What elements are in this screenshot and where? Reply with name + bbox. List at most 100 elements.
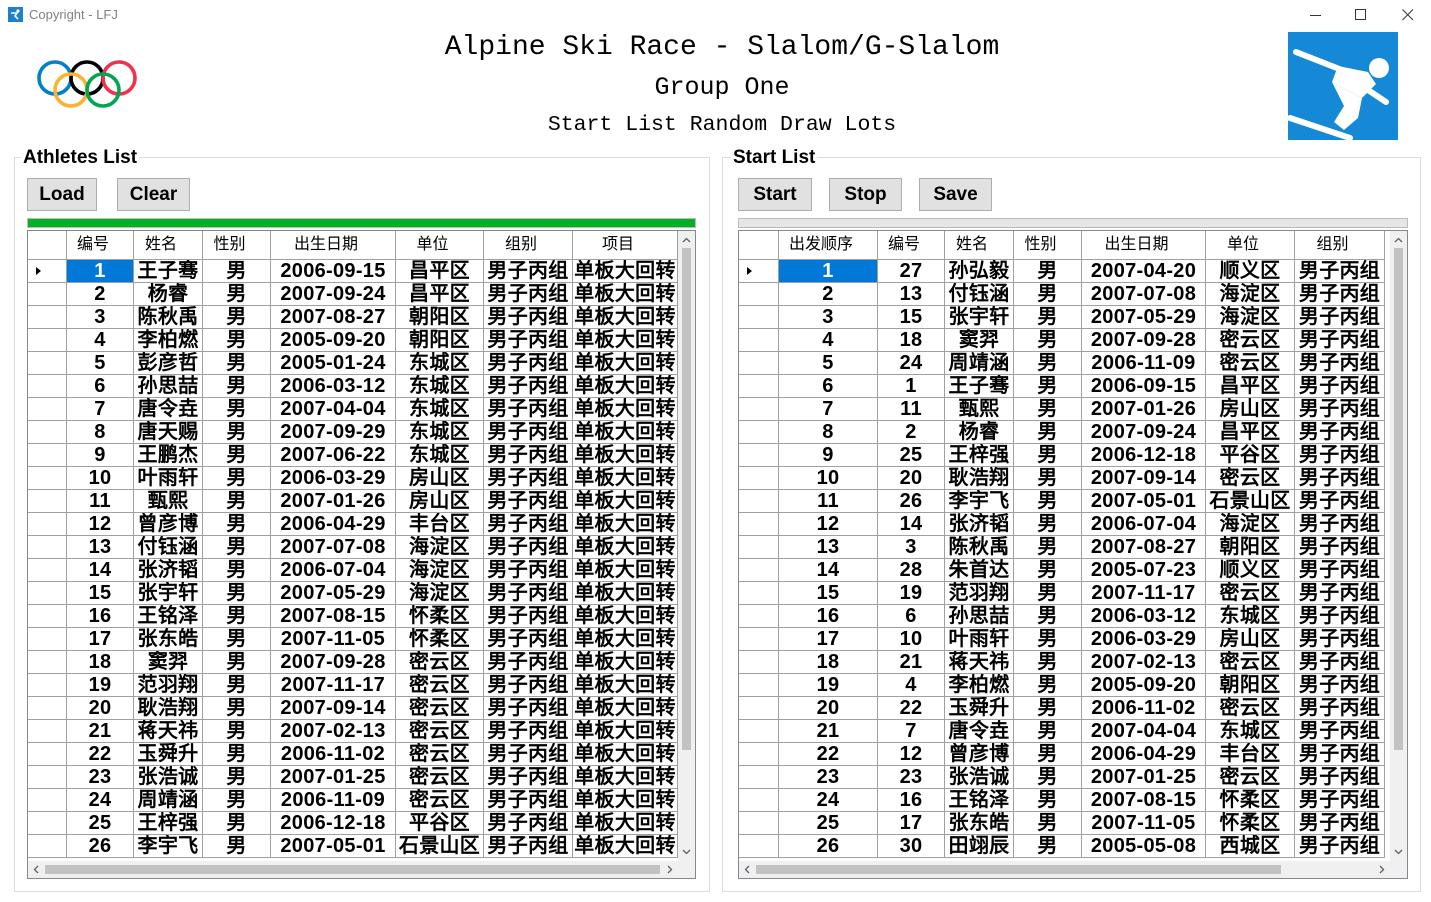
cell-event[interactable]: 单板大回转 bbox=[573, 375, 678, 398]
cell-gender[interactable]: 男 bbox=[1014, 674, 1082, 697]
row-header[interactable] bbox=[28, 283, 67, 306]
cell-group[interactable]: 男子丙组 bbox=[1295, 329, 1385, 352]
cell-start-order[interactable]: 13 bbox=[779, 536, 878, 559]
cell-name[interactable]: 窦羿 bbox=[134, 651, 203, 674]
cell-group[interactable]: 男子丙组 bbox=[484, 835, 573, 858]
scroll-left-arrow-icon[interactable] bbox=[33, 865, 39, 874]
cell-gender[interactable]: 男 bbox=[203, 444, 271, 467]
cell-name[interactable]: 唐天赐 bbox=[134, 421, 203, 444]
cell-gender[interactable]: 男 bbox=[203, 697, 271, 720]
cell-number[interactable]: 1 bbox=[878, 375, 945, 398]
cell-name[interactable]: 蒋天祎 bbox=[945, 651, 1014, 674]
row-header[interactable] bbox=[28, 766, 67, 789]
cell-event[interactable]: 单板大回转 bbox=[573, 467, 678, 490]
cell-unit[interactable]: 海淀区 bbox=[396, 582, 484, 605]
cell-birth-date[interactable]: 2006-11-09 bbox=[271, 789, 396, 812]
cell-unit[interactable]: 昌平区 bbox=[1206, 375, 1295, 398]
cell-birth-date[interactable]: 2007-11-17 bbox=[1082, 582, 1206, 605]
column-header-gender[interactable]: 性别 bbox=[1014, 231, 1082, 260]
header-corner[interactable] bbox=[28, 231, 67, 260]
cell-group[interactable]: 男子丙组 bbox=[1295, 559, 1385, 582]
column-header-unit[interactable]: 单位 bbox=[1206, 231, 1295, 260]
cell-number[interactable]: 10 bbox=[67, 467, 134, 490]
cell-unit[interactable]: 东城区 bbox=[396, 444, 484, 467]
row-header[interactable] bbox=[739, 582, 779, 605]
cell-group[interactable]: 男子丙组 bbox=[1295, 720, 1385, 743]
cell-gender[interactable]: 男 bbox=[1014, 789, 1082, 812]
row-header[interactable] bbox=[28, 490, 67, 513]
cell-unit[interactable]: 房山区 bbox=[396, 467, 484, 490]
table-row[interactable]: 20 22 玉舜升男 2006-11-02 密云区 男子丙组 bbox=[739, 697, 1385, 720]
cell-unit[interactable]: 房山区 bbox=[1206, 628, 1295, 651]
cell-unit[interactable]: 密云区 bbox=[396, 720, 484, 743]
cell-unit[interactable]: 石景山区 bbox=[1206, 490, 1295, 513]
cell-name[interactable]: 张济韬 bbox=[134, 559, 203, 582]
cell-gender[interactable]: 男 bbox=[203, 260, 271, 283]
cell-start-order[interactable]: 16 bbox=[779, 605, 878, 628]
cell-birth-date[interactable]: 2007-01-26 bbox=[1082, 398, 1206, 421]
cell-number[interactable]: 9 bbox=[67, 444, 134, 467]
cell-number[interactable]: 25 bbox=[67, 812, 134, 835]
cell-start-order[interactable]: 18 bbox=[779, 651, 878, 674]
row-header[interactable] bbox=[28, 628, 67, 651]
cell-group[interactable]: 男子丙组 bbox=[1295, 260, 1385, 283]
cell-unit[interactable]: 东城区 bbox=[396, 352, 484, 375]
cell-number[interactable]: 21 bbox=[67, 720, 134, 743]
cell-group[interactable]: 男子丙组 bbox=[1295, 605, 1385, 628]
row-header[interactable] bbox=[28, 398, 67, 421]
cell-gender[interactable]: 男 bbox=[1014, 605, 1082, 628]
cell-number[interactable]: 4 bbox=[67, 329, 134, 352]
cell-name[interactable]: 玉舜升 bbox=[134, 743, 203, 766]
close-icon[interactable] bbox=[1402, 9, 1414, 21]
cell-group[interactable]: 男子丙组 bbox=[484, 674, 573, 697]
row-header[interactable] bbox=[739, 513, 779, 536]
scroll-down-arrow-icon[interactable] bbox=[1394, 849, 1403, 855]
cell-name[interactable]: 王梓强 bbox=[945, 444, 1014, 467]
horizontal-scrollbar[interactable] bbox=[739, 861, 1390, 878]
cell-number[interactable]: 15 bbox=[67, 582, 134, 605]
table-row[interactable]: 8 2 杨睿男 2007-09-24 昌平区 男子丙组 bbox=[739, 421, 1385, 444]
cell-name[interactable]: 范羽翔 bbox=[134, 674, 203, 697]
cell-name[interactable]: 耿浩翔 bbox=[945, 467, 1014, 490]
table-row[interactable]: 25 王梓强男 2006-12-18 平谷区 男子丙组 单板大回转 bbox=[28, 812, 678, 835]
table-row[interactable]: 2 杨睿男 2007-09-24 昌平区 男子丙组 单板大回转 bbox=[28, 283, 678, 306]
cell-group[interactable]: 男子丙组 bbox=[1295, 582, 1385, 605]
cell-group[interactable]: 男子丙组 bbox=[484, 605, 573, 628]
row-header[interactable] bbox=[28, 467, 67, 490]
cell-name[interactable]: 孙思喆 bbox=[945, 605, 1014, 628]
cell-number[interactable]: 27 bbox=[878, 260, 945, 283]
cell-unit[interactable]: 顺义区 bbox=[1206, 260, 1295, 283]
cell-start-order[interactable]: 10 bbox=[779, 467, 878, 490]
cell-number[interactable]: 23 bbox=[878, 766, 945, 789]
cell-number[interactable]: 11 bbox=[67, 490, 134, 513]
row-header[interactable] bbox=[739, 306, 779, 329]
cell-number[interactable]: 8 bbox=[67, 421, 134, 444]
cell-start-order[interactable]: 9 bbox=[779, 444, 878, 467]
cell-name[interactable]: 张宇轩 bbox=[945, 306, 1014, 329]
column-header-number[interactable]: 编号 bbox=[67, 231, 134, 260]
row-header[interactable] bbox=[739, 490, 779, 513]
row-header[interactable] bbox=[28, 605, 67, 628]
scrollbar-thumb[interactable] bbox=[45, 865, 660, 874]
start-button[interactable]: Start bbox=[738, 178, 812, 211]
cell-group[interactable]: 男子丙组 bbox=[484, 306, 573, 329]
cell-name[interactable]: 王鹏杰 bbox=[134, 444, 203, 467]
cell-name[interactable]: 陈秋禹 bbox=[945, 536, 1014, 559]
cell-group[interactable]: 男子丙组 bbox=[484, 421, 573, 444]
cell-number[interactable]: 23 bbox=[67, 766, 134, 789]
cell-unit[interactable]: 密云区 bbox=[1206, 329, 1295, 352]
cell-name[interactable]: 蒋天祎 bbox=[134, 720, 203, 743]
cell-gender[interactable]: 男 bbox=[203, 720, 271, 743]
table-body[interactable]: 1 王子骞男 2006-09-15 昌平区 男子丙组 单板大回转 2 杨睿男 2007-09-2… bbox=[28, 260, 678, 861]
table-row[interactable]: 15 张宇轩男 2007-05-29 海淀区 男子丙组 单板大回转 bbox=[28, 582, 678, 605]
cell-birth-date[interactable]: 2006-04-29 bbox=[271, 513, 396, 536]
row-header[interactable] bbox=[739, 375, 779, 398]
cell-unit[interactable]: 平谷区 bbox=[396, 812, 484, 835]
cell-name[interactable]: 甄熙 bbox=[134, 490, 203, 513]
column-header-name[interactable]: 姓名 bbox=[945, 231, 1014, 260]
cell-name[interactable]: 玉舜升 bbox=[945, 697, 1014, 720]
cell-group[interactable]: 男子丙组 bbox=[1295, 789, 1385, 812]
row-header[interactable] bbox=[28, 513, 67, 536]
cell-birth-date[interactable]: 2007-04-20 bbox=[1082, 260, 1206, 283]
cell-gender[interactable]: 男 bbox=[203, 559, 271, 582]
